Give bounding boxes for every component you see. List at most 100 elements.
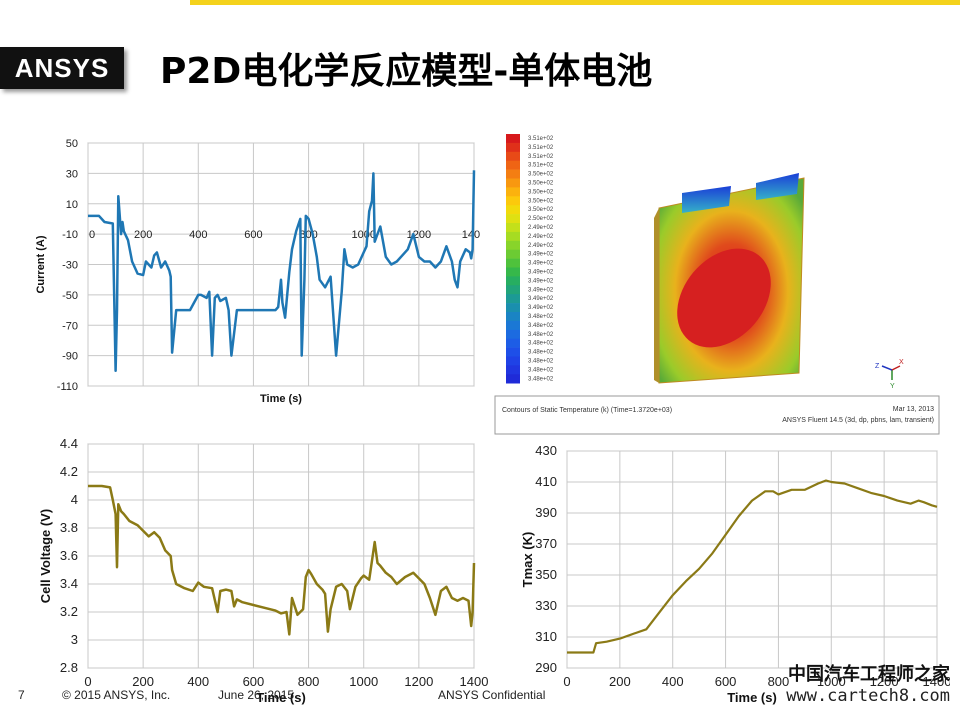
legend-label: 2.49e+02: [528, 234, 554, 240]
legend-swatch: [506, 258, 520, 268]
x-tick-label: 0: [563, 674, 570, 689]
legend-label: 3.49e+02: [528, 278, 554, 284]
y-tick-label: 30: [66, 168, 78, 180]
legend-swatch: [506, 338, 520, 348]
y-tick-label: 50: [66, 138, 78, 150]
legend-label: 3.49e+02: [528, 252, 554, 258]
legend-label: 3.50e+02: [528, 198, 554, 204]
copyright: © 2015 ANSYS, Inc.: [62, 688, 171, 702]
legend-swatch: [506, 374, 520, 384]
series-line: [88, 170, 476, 373]
x-tick-label: 800: [298, 674, 320, 689]
y-tick-label: 3.6: [60, 548, 78, 563]
legend-label: 3.50e+02: [528, 172, 554, 178]
battery-tab-right: [756, 173, 799, 200]
y-tick-label: 370: [535, 536, 557, 551]
y-axis-label: Current (A): [35, 235, 47, 293]
y-tick-label: 410: [535, 474, 557, 489]
x-tick-label: 400: [189, 229, 207, 241]
x-axis-label: Time (s): [260, 393, 302, 405]
legend-swatch: [506, 187, 520, 197]
y-tick-label: 3.4: [60, 576, 78, 591]
y-tick-label: 4.4: [60, 436, 78, 451]
x-tick-label: 800: [299, 229, 317, 241]
watermark-line2: www.cartech8.com: [786, 686, 950, 706]
legend-swatch: [506, 276, 520, 286]
x-tick-label: 200: [134, 229, 152, 241]
series-line: [88, 484, 476, 636]
legend-swatch: [506, 169, 520, 179]
watermark: 中国汽车工程师之家 www.cartech8.com: [786, 660, 950, 706]
legend-label: 3.50e+02: [528, 189, 554, 195]
legend-swatch: [506, 320, 520, 331]
legend-swatch: [506, 160, 520, 170]
battery-tab-left: [682, 186, 731, 213]
contour-caption-date: Mar 13, 2013: [893, 406, 934, 413]
y-tick-label: 290: [535, 660, 557, 675]
legend-label: 3.48e+02: [528, 314, 554, 320]
legend-swatch: [506, 303, 520, 313]
legend-swatch: [506, 285, 520, 295]
y-tick-label: 3.8: [60, 520, 78, 535]
hot-spot: [677, 248, 771, 348]
x-tick-label: 0: [84, 674, 91, 689]
legend-label: 3.48e+02: [528, 323, 554, 329]
svg-text:Z: Z: [875, 363, 880, 370]
y-tick-label: 2.8: [60, 660, 78, 675]
y-tick-label: -90: [62, 351, 78, 363]
legend-swatch: [506, 134, 520, 144]
legend-swatch: [506, 205, 520, 215]
legend-label: 2.49e+02: [528, 243, 554, 249]
y-tick-label: 10: [66, 199, 78, 211]
legend-swatch: [506, 223, 520, 233]
contour-caption-left: Contours of Static Temperature (k) (Time…: [502, 407, 672, 414]
svg-text:Y: Y: [890, 383, 895, 390]
legend-swatch: [506, 267, 520, 277]
battery-cell-edge: [654, 208, 659, 383]
tmax-chart: 430 410 390 370 350 330 310 290 0 200 400 600 800 100…: [520, 443, 950, 705]
x-tick-label: 400: [187, 674, 209, 689]
legend-label: 3.51e+02: [528, 145, 554, 151]
legend-swatch: [506, 294, 520, 304]
legend-label: 3.49e+02: [528, 270, 554, 276]
legend-swatch: [506, 142, 520, 153]
x-tick-label: 1200: [870, 674, 899, 689]
confidential-label: ANSYS Confidential: [438, 688, 546, 702]
legend-swatch: [506, 347, 520, 357]
temperature-contour-panel: 3.51e+02 3.51e+02 3.51e+02 3.51e+02 3.50e+02…: [494, 128, 940, 436]
x-tick-label: 800: [768, 674, 790, 689]
x-tick-label: 1000: [817, 674, 846, 689]
series-line: [567, 479, 938, 654]
y-tick-label: 330: [535, 598, 557, 613]
y-tick-label: -110: [57, 381, 78, 393]
legend-swatch: [506, 249, 520, 259]
legend-swatch: [506, 240, 520, 250]
plot-area: [566, 450, 938, 669]
x-tick-label: 1000: [349, 674, 378, 689]
x-tick-label: 1000: [351, 229, 375, 241]
x-tick-label: 200: [609, 674, 631, 689]
legend-swatch: [506, 151, 520, 161]
x-tick-label: 1200: [404, 674, 433, 689]
y-axis-label: Cell Voltage (V): [38, 509, 53, 603]
footer-date: June 26, 2015: [218, 688, 295, 702]
y-tick-label: 390: [535, 505, 557, 520]
legend-label: 3.49e+02: [528, 305, 554, 311]
ansys-logo: ANSYS: [0, 47, 124, 89]
x-tick-label: 400: [662, 674, 684, 689]
legend-label: 3.49e+02: [528, 296, 554, 302]
voltage-chart: 4.4 4.2 4 3.8 3.6 3.4 3.2 3 2.8 0 200 400 600 800 1000…: [38, 436, 488, 705]
x-tick-label: 200: [132, 674, 154, 689]
x-tick-label: 600: [244, 229, 262, 241]
legend-label: 2.49e+02: [528, 225, 554, 231]
y-tick-label: 3.2: [60, 604, 78, 619]
legend-label: 3.49e+02: [528, 287, 554, 293]
legend-label: 3.51e+02: [528, 163, 554, 169]
legend-label: 2.50e+02: [528, 216, 554, 222]
legend-label: 3.48e+02: [528, 332, 554, 338]
legend-label: 3.48e+02: [528, 367, 554, 373]
legend-swatch: [506, 356, 520, 366]
y-tick-label: -30: [62, 260, 78, 272]
contour-figure: 3.51e+02 3.51e+02 3.51e+02 3.51e+02 3.50e+02…: [494, 134, 940, 435]
contour-caption-solver: ANSYS Fluent 14.5 (3d, dp, pbns, lam, tr…: [782, 417, 934, 424]
